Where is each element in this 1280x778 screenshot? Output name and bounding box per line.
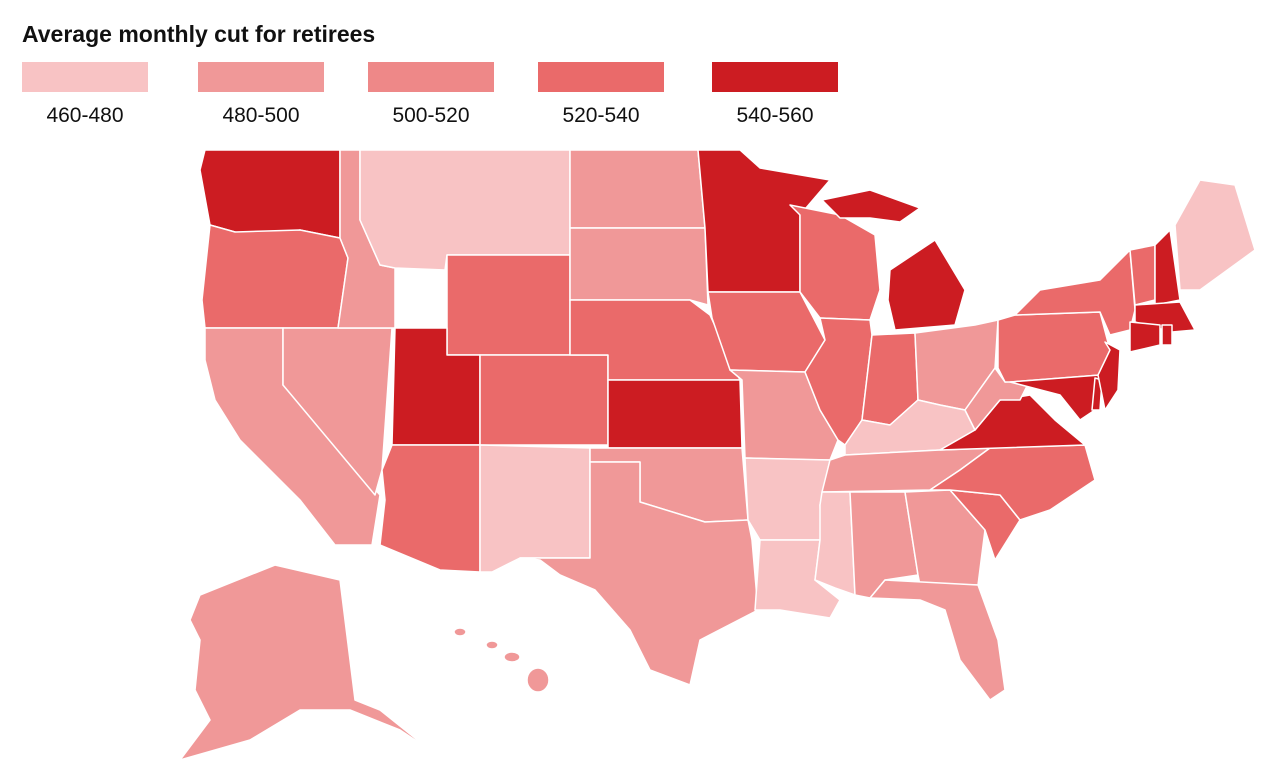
legend-swatch: [712, 62, 838, 92]
region: [479, 354, 609, 446]
legend-label: 520-540: [562, 104, 639, 127]
region: [485, 640, 499, 650]
region: [199, 149, 341, 239]
region: [1154, 229, 1181, 306]
region: [1097, 341, 1121, 411]
region: [569, 149, 706, 229]
region: [929, 444, 1096, 521]
region: [821, 189, 921, 223]
region: [607, 379, 743, 449]
region: [744, 457, 831, 541]
region: [479, 444, 591, 573]
region: [1009, 374, 1101, 421]
region: [804, 317, 873, 446]
region: [519, 461, 759, 686]
region: [997, 311, 1111, 383]
legend-swatch: [198, 62, 324, 92]
region: [359, 149, 571, 271]
legend: 460-480 480-500 500-520 520-540 540-560: [22, 62, 838, 127]
legend-label: 460-480: [46, 104, 123, 127]
region: [526, 667, 550, 693]
legend-label: 480-500: [222, 104, 299, 127]
region: [503, 651, 521, 663]
legend-swatch: [368, 62, 494, 92]
region: [887, 239, 966, 331]
title: Average monthly cut for retirees: [22, 21, 375, 47]
region: [379, 444, 481, 573]
legend-label: 500-520: [392, 104, 469, 127]
region: [569, 227, 709, 306]
region: [453, 627, 467, 637]
region: [179, 564, 431, 761]
region: [814, 491, 856, 596]
region: [1161, 324, 1173, 346]
legend-swatch: [22, 62, 148, 92]
region: [446, 254, 571, 356]
region: [869, 579, 1006, 701]
region: [201, 224, 349, 329]
legend-swatch: [538, 62, 664, 92]
legend-label: 540-560: [736, 104, 813, 127]
us-map: [179, 149, 1256, 761]
region: [1174, 179, 1256, 291]
region: [1129, 244, 1156, 306]
region: [1129, 321, 1161, 353]
